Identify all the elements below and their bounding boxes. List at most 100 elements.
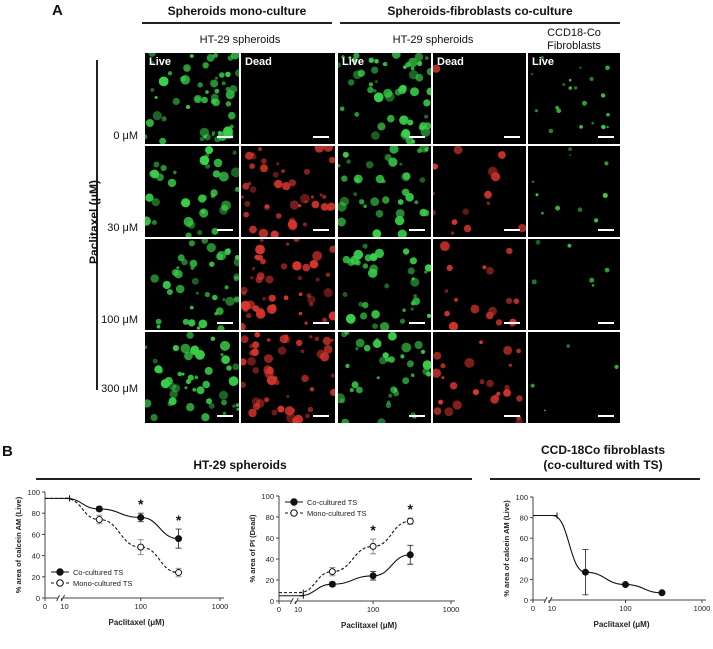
fib-title-rule	[490, 478, 700, 480]
data-point	[328, 568, 336, 576]
y-tick-label: 20	[266, 576, 274, 585]
scale-bar	[409, 322, 425, 324]
legend-label: Mono-cultured TS	[73, 579, 132, 588]
scale-bar	[504, 229, 520, 231]
scale-bar	[409, 229, 425, 231]
x-tick-label: 0	[531, 604, 535, 613]
scale-bar	[504, 322, 520, 324]
paclitaxel-ylabel: Paclitaxel (μM)	[87, 179, 101, 265]
micrograph-r2-c0	[145, 239, 239, 330]
header-co-culture: Spheroids-fibroblasts co-culture	[387, 4, 573, 18]
micrograph-r2-c1	[241, 239, 335, 330]
subheader-fibroblasts-line1: CCD18-Co	[547, 27, 601, 39]
y-tick-label: 20	[520, 575, 528, 584]
y-tick-label: 60	[32, 530, 40, 539]
micrograph-r2-c4	[528, 239, 620, 330]
micrograph-r1-c2	[338, 146, 431, 237]
micrograph-r2-c3	[433, 239, 526, 330]
y-tick-label: 0	[36, 594, 40, 603]
data-point	[658, 589, 666, 597]
series-line	[299, 554, 411, 597]
scale-bar	[598, 322, 614, 324]
data-point	[95, 516, 103, 524]
data-point	[406, 551, 414, 559]
axis-break	[56, 594, 66, 602]
y-tick-label: 80	[32, 509, 40, 518]
x-tick-label: 100	[619, 604, 632, 613]
live-tag: Live	[532, 56, 555, 68]
y-tick-label: 80	[266, 513, 274, 522]
x-tick-label: 10	[294, 605, 302, 614]
conc-label-100: 100 μM	[101, 314, 138, 326]
micrograph-r1-c3	[433, 146, 526, 237]
scale-bar	[409, 415, 425, 417]
data-point	[175, 569, 183, 577]
x-tick-label: 10	[60, 602, 68, 611]
x-axis-label: Paclitaxel (μM)	[108, 618, 164, 627]
scale-bar	[217, 322, 233, 324]
y-tick-label: 100	[261, 492, 274, 501]
y-tick-label: 80	[520, 514, 528, 523]
data-point	[369, 572, 377, 580]
conc-label-300: 300 μM	[101, 383, 138, 395]
fib-title-line2: (co-cultured with TS)	[543, 458, 663, 472]
micrograph-r1-c4	[528, 146, 620, 237]
scale-bar	[217, 136, 233, 138]
series-line	[552, 514, 662, 594]
micrograph-r3-c0	[145, 332, 239, 423]
subheader-co-ht29: HT-29 spheroids	[392, 34, 474, 46]
data-point	[175, 535, 183, 543]
micrograph-r3-c1	[241, 332, 335, 423]
x-tick-label: 100	[134, 602, 147, 611]
conc-label-30: 30 μM	[107, 222, 138, 234]
header-mono-culture: Spheroids mono-culture	[167, 4, 307, 18]
scale-bar	[598, 229, 614, 231]
scale-bar	[313, 415, 329, 417]
micrograph-r3-c3	[433, 332, 526, 423]
y-tick-label: 100	[515, 493, 528, 502]
data-point	[621, 581, 629, 589]
data-point	[95, 505, 103, 513]
legend-label: Co-cultured TS	[73, 568, 123, 577]
group-title-rule	[36, 478, 472, 480]
x-tick-label: 10	[548, 604, 556, 613]
scale-bar	[504, 136, 520, 138]
live-tag: Live	[342, 56, 365, 68]
data-point	[328, 580, 336, 588]
data-point	[137, 513, 145, 521]
y-tick-label: 60	[266, 534, 274, 543]
data-point	[369, 542, 377, 550]
data-point	[406, 517, 414, 525]
data-point	[137, 543, 145, 551]
significance-star: *	[370, 522, 376, 538]
micrograph-r0-c2: Live	[338, 53, 431, 144]
legend-marker	[290, 498, 298, 506]
significance-star: *	[176, 512, 182, 528]
group-title-ht29: HT-29 spheroids	[193, 458, 287, 472]
series-line	[299, 520, 411, 594]
y-axis-label: % area of calcein AM (Live)	[502, 500, 511, 597]
dead-tag: Dead	[245, 56, 272, 68]
x-tick-label: 0	[277, 605, 281, 614]
header-mono-rule	[142, 22, 332, 24]
micrograph-r0-c4: Live	[528, 53, 620, 144]
y-tick-label: 40	[520, 555, 528, 564]
x-tick-label: 0	[43, 602, 47, 611]
significance-star: *	[408, 501, 414, 517]
y-tick-label: 0	[270, 597, 274, 606]
micrograph-r3-c2	[338, 332, 431, 423]
scale-bar	[217, 229, 233, 231]
x-tick-label: 1000	[694, 604, 711, 613]
y-tick-label: 0	[524, 596, 528, 605]
x-axis-label: Paclitaxel (μM)	[341, 621, 397, 630]
y-axis-label: % area of PI (Dead)	[248, 514, 257, 582]
significance-star: *	[138, 496, 144, 512]
series-line	[65, 497, 179, 574]
scale-bar	[409, 136, 425, 138]
micrograph-r0-c0: Live	[145, 53, 239, 144]
y-axis-bracket-line	[96, 60, 98, 390]
